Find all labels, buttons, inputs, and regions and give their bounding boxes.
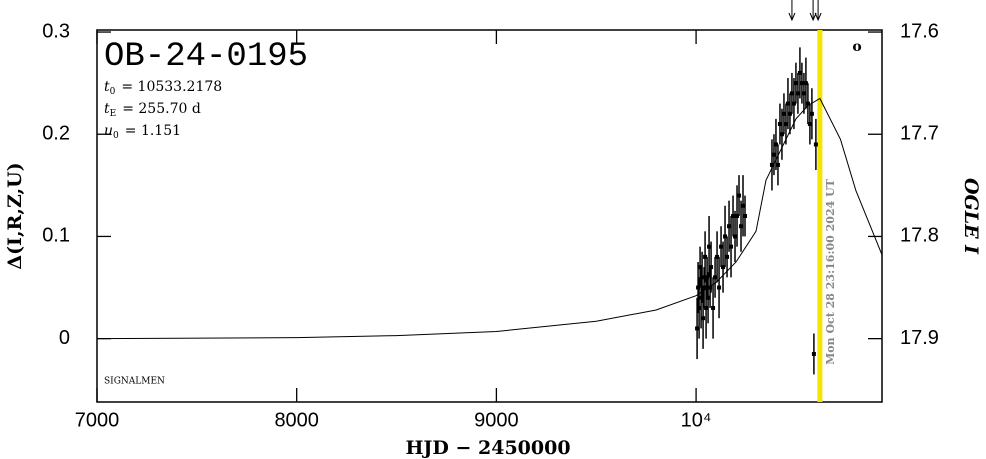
data-point [719,244,724,249]
data-point [793,81,798,86]
parameter-value: = 10533.2178 [121,79,222,95]
data-point [791,101,796,106]
y2-tick-label: 17.8 [900,225,939,247]
data-point [708,285,713,290]
parameter-symbol: u [104,123,113,139]
data-point [743,214,748,218]
data-point [773,142,778,147]
data-point [811,351,816,356]
data-point [717,285,722,290]
x-tick-label: 10⁴ [681,409,712,431]
data-point [771,152,776,157]
corner-mark: o [852,39,861,55]
data-point [706,295,711,300]
y2-tick-label: 17.7 [900,123,939,145]
data-point [741,203,746,208]
data-point [729,244,734,249]
parameter-subscript: E [110,109,117,119]
data-point [723,234,728,239]
data-point [805,101,810,106]
y-tick-label: 0.3 [42,20,70,42]
data-point [727,224,732,229]
data-point [783,122,788,127]
data-point [785,101,790,106]
data-point [733,234,738,239]
parameter-value: = 255.70 d [122,101,201,117]
data-point [705,275,710,280]
data-point [807,122,812,127]
y2-tick-label: 17.9 [900,327,939,349]
parameter: t0 = 10533.2178 [104,79,222,97]
data-point [721,265,726,270]
data-point [701,316,706,321]
model-curve [96,97,883,340]
data-point [731,214,736,218]
data-point [739,224,744,229]
event-label: Mon Oct 28 23:16:00 2024 UT [824,178,837,365]
x-tick-label: 9000 [474,409,519,431]
arrow [809,0,817,22]
data-point [801,91,806,96]
data-point [698,265,703,270]
data-point [702,285,707,290]
data-point [775,162,780,167]
data-point [696,285,701,290]
data-point [699,295,704,300]
plot-frame [96,29,883,403]
chart-title: OB-24-0195 [104,38,308,76]
arrow [814,0,822,22]
y2-axis-label: OGLE I [960,178,982,255]
y-tick-label: 0.1 [42,225,70,247]
data-point [787,111,792,116]
x-tick-label: 8000 [274,409,319,431]
parameter-symbol: t [104,101,110,117]
data-point [709,265,714,270]
data-point [813,142,818,147]
x-tick-label: 7000 [75,409,120,431]
data-point [779,132,784,137]
data-point [769,162,774,167]
data-point [725,254,730,259]
data-point [789,91,794,96]
data-point [809,111,814,116]
parameter-value: = 1.151 [125,123,181,139]
data-point [797,70,802,75]
y2-tick-label: 17.6 [900,20,939,42]
source-note: SIGNALMEN [104,377,165,387]
data-point [803,81,808,86]
parameter-subscript: 0 [110,87,116,97]
data-point [700,275,705,280]
parameter-symbol: t [104,79,110,95]
y-tick-label: 0 [59,327,70,349]
arrow [788,0,796,22]
data-point [735,214,740,218]
data-point [695,326,700,331]
data-point [715,254,720,259]
data-point [697,305,702,310]
data-point [777,122,782,127]
data-point [737,193,742,198]
data-point [795,91,800,96]
parameter: u0 = 1.151 [104,123,181,141]
y-axis-label: Δ(I,R,Z,U) [4,162,26,269]
data-point [713,275,718,280]
parameter: tE = 255.70 d [104,101,201,119]
x-axis-label: HJD − 2450000 [405,437,570,459]
data-point [711,305,716,310]
data-point [799,81,804,86]
data-point [781,111,786,116]
data-point [707,244,712,249]
data-point [703,254,708,259]
parameter-subscript: 0 [113,131,119,141]
data-point [704,305,709,310]
y-tick-label: 0.2 [42,123,70,145]
